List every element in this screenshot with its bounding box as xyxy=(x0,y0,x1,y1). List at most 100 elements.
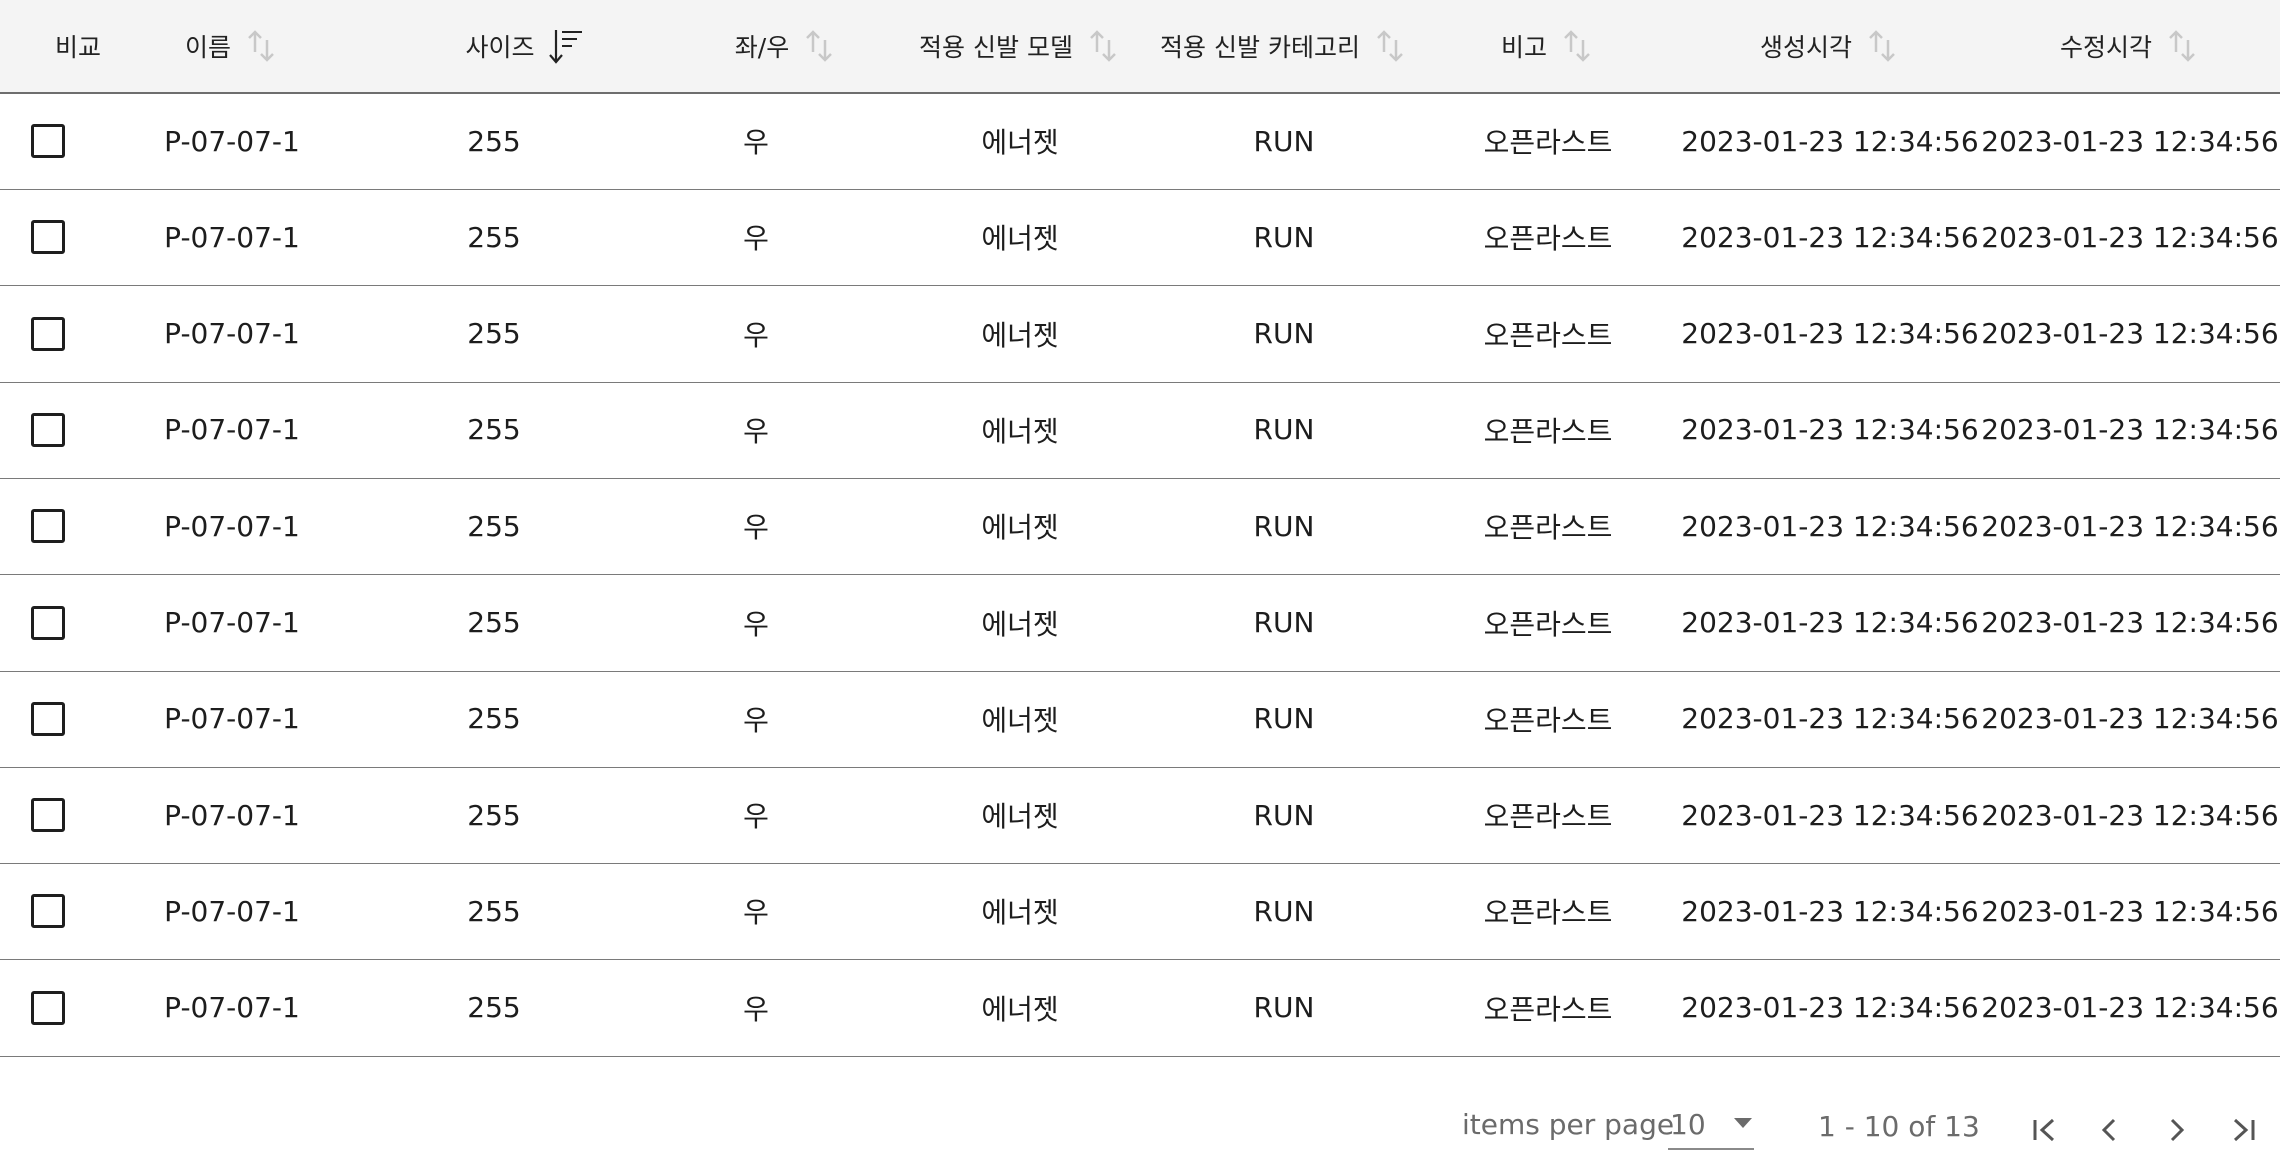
column-header-label: 비교 xyxy=(54,33,101,62)
compare-checkbox[interactable] xyxy=(31,894,65,929)
sort-icon xyxy=(1866,26,1900,66)
compare-checkbox[interactable] xyxy=(31,701,65,736)
items-per-page-select[interactable]: 10 xyxy=(1668,1104,1754,1150)
column-header-note[interactable]: 비고 xyxy=(1408,0,1688,92)
last-page-button[interactable] xyxy=(2222,1108,2262,1152)
cell-modified: 2023-01-23 12:34:56 xyxy=(1981,317,2279,351)
compare-cell xyxy=(0,383,96,477)
cell-created: 2023-01-23 12:34:56 xyxy=(1681,317,1979,351)
cell-name: P-07-07-1 xyxy=(164,317,300,351)
compare-checkbox[interactable] xyxy=(31,990,65,1025)
cell-size: 255 xyxy=(467,606,521,639)
cell-modified: 2023-01-23 12:34:56 xyxy=(1981,509,2279,543)
cell-model: 에너젯 xyxy=(981,222,1059,256)
cell-side: 우 xyxy=(743,703,769,737)
cell-created: 2023-01-23 12:34:56 xyxy=(1681,606,1979,639)
sort-icon xyxy=(1561,26,1595,66)
cell-note: 오픈라스트 xyxy=(1483,318,1613,352)
cell-model: 에너젯 xyxy=(981,992,1059,1026)
cell-model: 에너젯 xyxy=(981,511,1059,545)
column-header-category[interactable]: 적용 신발 카테고리 xyxy=(1104,0,1464,92)
compare-cell xyxy=(0,961,96,1055)
cell-size: 255 xyxy=(467,991,521,1025)
cell-category: RUN xyxy=(1253,606,1315,639)
column-header-label: 비고 xyxy=(1500,33,1547,62)
compare-checkbox[interactable] xyxy=(31,412,65,447)
cell-size: 255 xyxy=(467,798,521,832)
cell-model: 에너젯 xyxy=(981,607,1059,641)
cell-created: 2023-01-23 12:34:56 xyxy=(1681,413,1979,447)
cell-category: RUN xyxy=(1253,509,1315,543)
cell-category: RUN xyxy=(1253,991,1315,1025)
cell-modified: 2023-01-23 12:34:56 xyxy=(1981,413,2279,447)
cell-size: 255 xyxy=(467,894,521,928)
column-header-created[interactable]: 생성시각 xyxy=(1650,0,2010,92)
compare-checkbox[interactable] xyxy=(31,509,65,544)
cell-size: 255 xyxy=(467,509,521,543)
column-header-label: 수정시각 xyxy=(2059,33,2152,62)
previous-page-button[interactable] xyxy=(2090,1108,2130,1152)
cell-created: 2023-01-23 12:34:56 xyxy=(1681,124,1979,158)
cell-size: 255 xyxy=(467,124,521,158)
sort-icon xyxy=(1087,26,1121,66)
cell-note: 오픈라스트 xyxy=(1483,896,1613,930)
cell-side: 우 xyxy=(743,126,769,159)
cell-modified: 2023-01-23 12:34:56 xyxy=(1981,702,2279,736)
column-header-size[interactable]: 사이즈 xyxy=(384,0,664,92)
compare-checkbox[interactable] xyxy=(31,605,65,640)
cell-side: 우 xyxy=(743,992,769,1026)
table-row: P-07-07-1 255 우 에너젯 RUN 오픈라스트 2023-01-23 12:34… xyxy=(0,961,2280,1057)
compare-cell xyxy=(0,287,96,381)
cell-size: 255 xyxy=(467,413,521,447)
cell-model: 에너젯 xyxy=(981,318,1059,352)
compare-cell xyxy=(0,768,96,862)
cell-side: 우 xyxy=(743,800,769,834)
column-header-model[interactable]: 적용 신발 모델 xyxy=(840,0,1200,92)
table-header: 비교 이름 사이즈 좌/우 적용 신발 모델 적용 신발 카테고리 비고 생성시각 수정시각 xyxy=(0,0,2280,94)
cell-side: 우 xyxy=(743,511,769,545)
cell-name: P-07-07-1 xyxy=(164,124,300,158)
column-header-label: 생성시각 xyxy=(1759,33,1852,62)
cell-category: RUN xyxy=(1253,894,1315,928)
compare-checkbox[interactable] xyxy=(31,124,65,158)
column-header-label: 좌/우 xyxy=(734,33,790,62)
cell-category: RUN xyxy=(1253,413,1315,447)
cell-modified: 2023-01-23 12:34:56 xyxy=(1981,124,2279,158)
cell-note: 오픈라스트 xyxy=(1483,222,1613,256)
cell-size: 255 xyxy=(467,702,521,736)
compare-cell xyxy=(0,479,96,573)
sort-icon xyxy=(245,26,279,66)
column-header-label: 사이즈 xyxy=(465,33,535,62)
cell-note: 오픈라스트 xyxy=(1483,511,1613,545)
first-page-button[interactable] xyxy=(2026,1108,2066,1152)
next-page-button[interactable] xyxy=(2156,1108,2196,1152)
cell-created: 2023-01-23 12:34:56 xyxy=(1681,220,1979,254)
table-row: P-07-07-1 255 우 에너젯 RUN 오픈라스트 2023-01-23 12:34… xyxy=(0,864,2280,961)
cell-created: 2023-01-23 12:34:56 xyxy=(1681,991,1979,1025)
compare-checkbox[interactable] xyxy=(31,220,65,255)
column-header-label: 이름 xyxy=(184,33,231,62)
column-header-modified[interactable]: 수정시각 xyxy=(1950,0,2280,92)
cell-size: 255 xyxy=(467,220,521,254)
cell-name: P-07-07-1 xyxy=(164,894,300,928)
cell-modified: 2023-01-23 12:34:56 xyxy=(1981,606,2279,639)
compare-cell xyxy=(0,94,96,188)
compare-checkbox[interactable] xyxy=(31,316,65,351)
compare-checkbox[interactable] xyxy=(31,798,65,833)
cell-category: RUN xyxy=(1253,124,1315,158)
column-header-label: 적용 신발 카테고리 xyxy=(1160,33,1360,62)
page-range-label: 1 - 10 of 13 xyxy=(1818,1110,1980,1143)
cell-name: P-07-07-1 xyxy=(164,991,300,1025)
table-row: P-07-07-1 255 우 에너젯 RUN 오픈라스트 2023-01-23 12:34… xyxy=(0,576,2280,672)
cell-note: 오픈라스트 xyxy=(1483,607,1613,641)
column-header-side[interactable]: 좌/우 xyxy=(646,0,926,92)
compare-cell xyxy=(0,864,96,958)
cell-name: P-07-07-1 xyxy=(164,798,300,832)
cell-modified: 2023-01-23 12:34:56 xyxy=(1981,894,2279,928)
caret-down-icon xyxy=(1734,1118,1752,1128)
cell-category: RUN xyxy=(1253,798,1315,832)
compare-cell xyxy=(0,190,96,284)
column-header-compare: 비교 xyxy=(0,0,156,92)
cell-modified: 2023-01-23 12:34:56 xyxy=(1981,991,2279,1025)
column-header-name[interactable]: 이름 xyxy=(92,0,372,92)
